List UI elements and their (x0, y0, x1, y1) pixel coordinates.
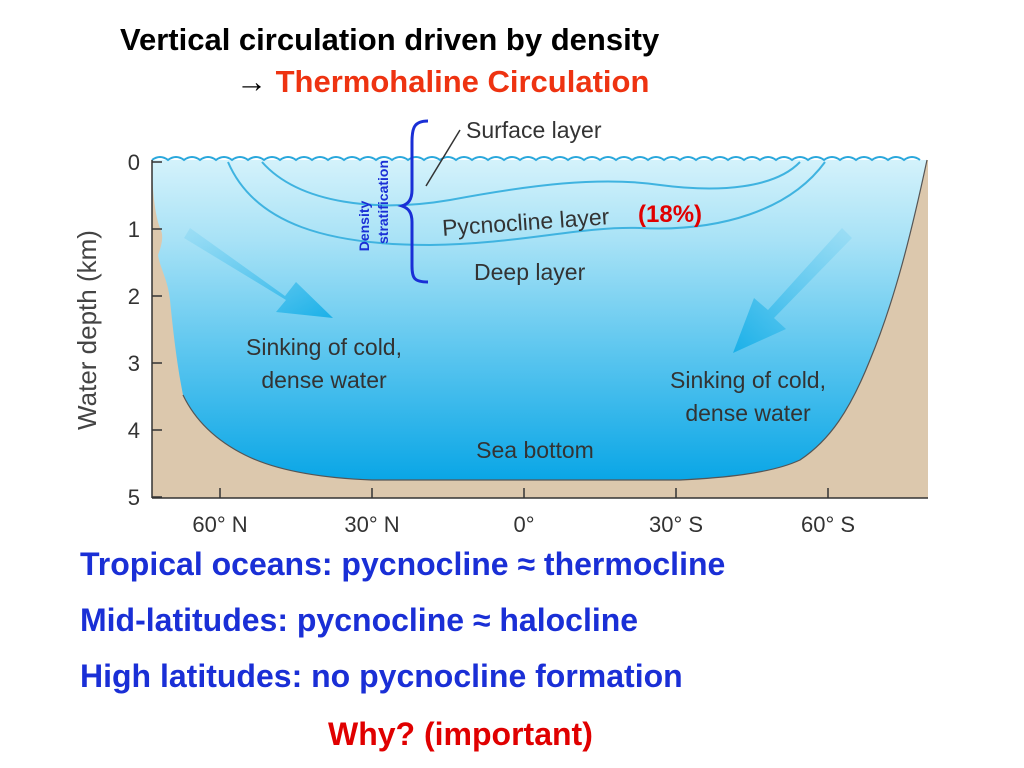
depth-tick-label: 4 (128, 418, 140, 443)
bracket-label-stratification: stratification (375, 160, 391, 244)
depth-tick-label: 2 (128, 284, 140, 309)
depth-tick-label: 3 (128, 351, 140, 376)
depth-tick-label: 5 (128, 485, 140, 510)
latitude-label: 60° S (801, 512, 855, 537)
right-arrow-icon: → (236, 64, 267, 99)
ocean-water-body (152, 160, 927, 480)
slide-subtitle: → Thermohaline Circulation (236, 64, 649, 100)
pycnocline-percent: (18%) (638, 201, 702, 228)
subtitle-text: Thermohaline Circulation (275, 64, 650, 99)
sea-bottom-label: Sea bottom (476, 437, 594, 463)
sinking-arrow-right-icon (733, 228, 852, 353)
pycnocline-lower-boundary (227, 161, 826, 247)
sinking-left-label-line1: Sinking of cold, (246, 334, 402, 360)
depth-axis-label: Water depth (km) (72, 230, 102, 430)
depth-ticks (152, 161, 162, 498)
sea-bottom-outline (182, 159, 928, 481)
deep-layer-label: Deep layer (474, 259, 586, 285)
depth-tick-label: 1 (128, 217, 140, 242)
sinking-right-label-line1: Sinking of cold, (670, 367, 826, 393)
stratification-bracket (397, 119, 429, 284)
latitude-label: 30° S (649, 512, 703, 537)
latitude-label: 30° N (344, 512, 399, 537)
sinking-right-label-line2: dense water (685, 400, 811, 426)
statement-high-latitudes: High latitudes: no pycnocline formation (80, 658, 683, 694)
surface-layer-pointer (425, 129, 461, 187)
latitude-label: 60° N (192, 512, 247, 537)
surface-layer-label: Surface layer (466, 117, 602, 143)
sinking-arrow-left-icon (184, 228, 333, 318)
sinking-left-label-line2: dense water (261, 367, 387, 393)
statement-mid-latitudes: Mid-latitudes: pycnocline ≈ halocline (80, 602, 639, 638)
depth-tick-label: 0 (128, 150, 140, 175)
slide-title: Vertical circulation driven by density (120, 22, 660, 57)
latitude-label: 0° (513, 512, 534, 537)
question-text: Why? (important) (328, 716, 593, 752)
latitude-ticks (219, 488, 829, 498)
bracket-label-density: Density (356, 201, 372, 252)
surface-layer-boundary (261, 161, 801, 207)
statement-tropical: Tropical oceans: pycnocline ≈ thermoclin… (80, 546, 726, 582)
sea-surface-wave (151, 156, 921, 162)
